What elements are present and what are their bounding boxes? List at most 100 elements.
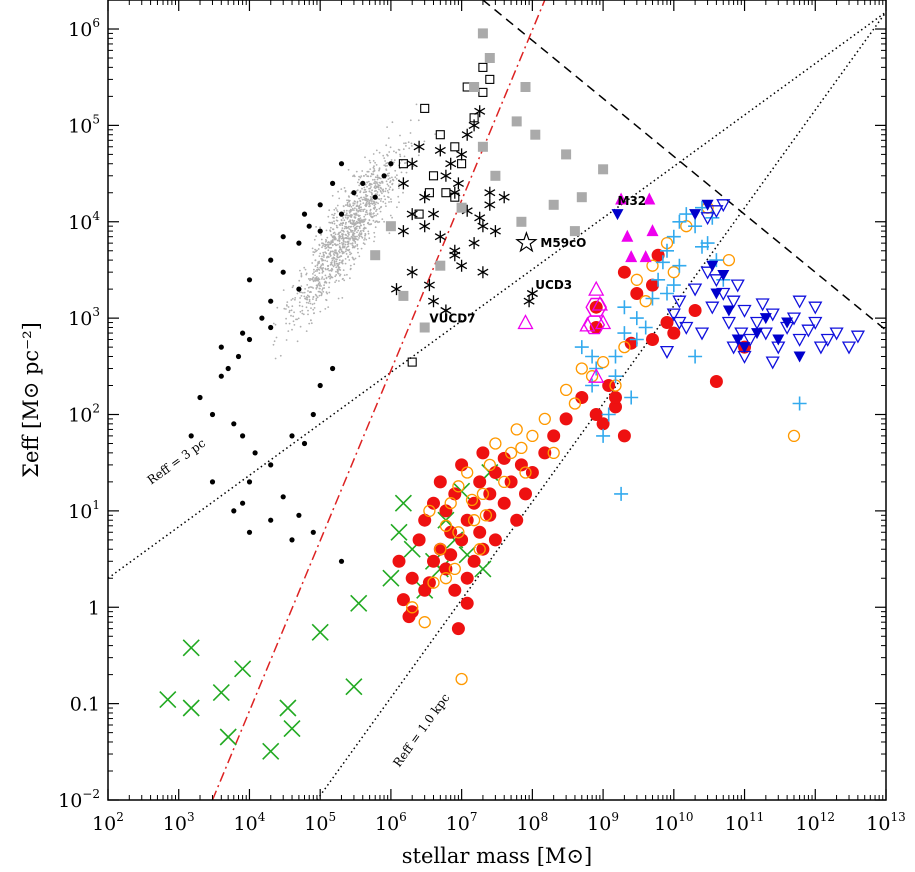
cloud-point	[373, 215, 376, 217]
data-point-orange-circle	[646, 259, 659, 272]
data-point-red-circle	[433, 542, 447, 556]
cloud-point	[376, 174, 379, 177]
data-point-dot	[317, 382, 323, 389]
cloud-point	[331, 257, 333, 260]
cloud-point	[359, 176, 362, 179]
data-point-blue-open-triangle	[841, 341, 857, 355]
cloud-point	[312, 254, 315, 256]
cloud-point	[349, 210, 352, 213]
cloud-point	[356, 205, 359, 208]
cloud-point	[341, 250, 344, 253]
data-point-dot	[289, 537, 295, 543]
data-point-blue-open-triangle	[666, 308, 681, 322]
data-point-red-circle	[547, 429, 561, 443]
cloud-point	[347, 235, 349, 238]
cloud-point	[345, 248, 348, 251]
cloud-point	[312, 280, 315, 283]
cloud-point	[350, 205, 353, 208]
cloud-point	[383, 195, 386, 198]
cloud-point	[296, 292, 299, 295]
cloud-point	[388, 201, 390, 203]
data-point-gray-square	[520, 82, 531, 92]
cloud-point	[315, 226, 317, 228]
cloud-point	[290, 314, 292, 317]
data-point-dot	[225, 365, 231, 372]
cloud-point	[318, 294, 321, 297]
data-point-green-cross	[350, 594, 368, 612]
data-point-cyan-plus	[666, 229, 681, 244]
cloud-point	[368, 187, 370, 190]
cloud-point	[325, 247, 328, 249]
cloud-point	[353, 263, 356, 266]
cloud-point	[361, 187, 363, 190]
data-point-dot	[240, 330, 246, 336]
data-point-dot	[268, 517, 274, 523]
cloud-point	[355, 212, 358, 215]
cloud-point	[320, 238, 323, 241]
data-point-cyan-plus	[596, 428, 611, 443]
data-point-star	[484, 198, 496, 211]
cloud-point	[374, 203, 377, 206]
cloud-point	[378, 176, 380, 179]
data-point-star	[461, 128, 473, 141]
cloud-point	[369, 182, 372, 185]
data-point-gray-square	[477, 28, 488, 39]
data-point-dot	[240, 433, 246, 439]
cloud-point	[415, 103, 418, 106]
cloud-point	[362, 202, 365, 205]
cloud-point	[379, 206, 382, 209]
cloud-point	[329, 277, 331, 280]
cloud-point	[272, 322, 275, 325]
cloud-point	[338, 237, 340, 240]
cloud-point	[378, 207, 381, 210]
cloud-point	[360, 175, 363, 178]
data-point-dot	[197, 394, 203, 401]
data-point-open-square	[414, 209, 424, 219]
data-point-red-circle	[396, 593, 410, 607]
cloud-point	[276, 306, 279, 309]
cloud-point	[292, 284, 295, 287]
data-point-gray-square	[398, 290, 409, 301]
data-point-gray-square	[419, 322, 430, 333]
data-point-blue-open-triangle	[801, 324, 816, 338]
data-point-red-circle	[667, 326, 681, 340]
cloud-point	[358, 255, 361, 258]
cloud-point	[383, 164, 386, 167]
cloud-point	[321, 246, 323, 249]
cloud-point	[338, 250, 340, 253]
cloud-point	[314, 277, 317, 279]
cloud-point	[312, 308, 315, 311]
data-point-orange-circle	[423, 504, 436, 518]
cloud-point	[327, 215, 330, 218]
cloud-point	[342, 205, 345, 208]
data-point-open-square	[485, 74, 495, 84]
cloud-point	[317, 248, 320, 250]
cloud-point	[417, 119, 420, 122]
cloud-point	[342, 237, 345, 240]
cloud-point	[398, 187, 400, 190]
cloud-point	[351, 207, 354, 210]
cloud-point	[368, 219, 371, 222]
cloud-point	[343, 227, 346, 230]
cloud-point	[331, 221, 333, 224]
cloud-point	[296, 318, 298, 321]
data-point-dot	[252, 450, 258, 456]
cloud-point	[347, 256, 349, 258]
cloud-point	[399, 134, 401, 137]
cloud-point	[350, 242, 352, 245]
data-point-orange-circle	[568, 397, 582, 410]
data-point-dot	[280, 269, 286, 275]
cloud-point	[343, 211, 346, 214]
data-point-open-square	[478, 87, 488, 97]
cloud-point	[381, 192, 383, 195]
data-point-dot	[296, 286, 302, 292]
data-point-blue-open-triangle	[813, 341, 828, 355]
data-point-red-circle	[497, 496, 511, 510]
cloud-point	[350, 252, 353, 255]
cloud-point	[367, 230, 370, 233]
cloud-point	[327, 265, 329, 267]
cloud-point	[286, 301, 289, 303]
cloud-point	[394, 169, 397, 172]
cloud-point	[361, 236, 364, 239]
data-point-gray-square	[435, 260, 446, 271]
